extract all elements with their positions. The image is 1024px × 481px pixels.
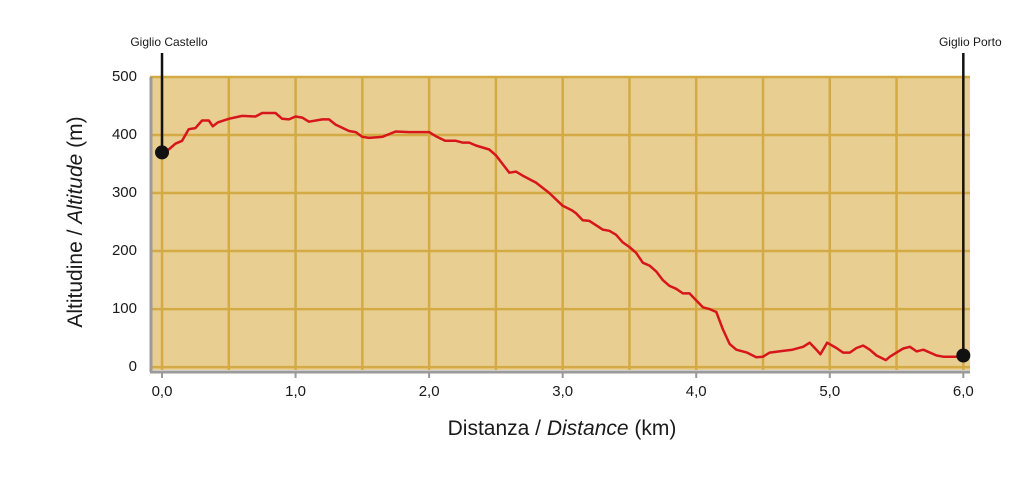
y-tick-label: 300 xyxy=(112,184,137,201)
y-tick-label: 100 xyxy=(112,300,137,317)
x-tick-label: 6,0 xyxy=(953,383,974,400)
annotation-label: Giglio Porto xyxy=(939,35,1002,49)
x-tick-label: 1,0 xyxy=(285,383,306,400)
y-tick-label: 500 xyxy=(112,68,137,85)
y-axis-label: Altitudine / Altitude (m) xyxy=(64,116,87,327)
x-tick-label: 3,0 xyxy=(552,383,573,400)
y-tick-label: 400 xyxy=(112,126,137,143)
x-tick-label: 4,0 xyxy=(686,383,707,400)
annotation-point xyxy=(956,348,971,363)
x-tick-label: 2,0 xyxy=(419,383,440,400)
annotation-point xyxy=(155,145,170,160)
y-tick-label: 0 xyxy=(129,358,137,375)
x-tick-label: 0,0 xyxy=(152,383,173,400)
annotation-label: Giglio Castello xyxy=(130,35,208,49)
plot-area xyxy=(150,77,970,370)
x-tick-label: 5,0 xyxy=(819,383,840,400)
y-tick-label: 200 xyxy=(112,242,137,259)
profile-line xyxy=(161,111,964,362)
x-axis-label: Distanza / Distance (km) xyxy=(448,417,677,440)
